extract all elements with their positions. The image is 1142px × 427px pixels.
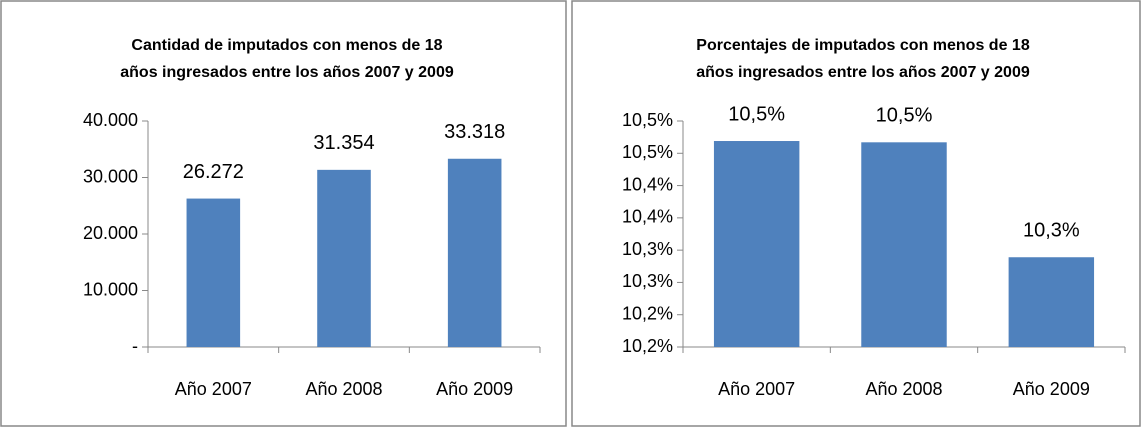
panel-right (571, 0, 1141, 427)
y-tick-label: 10,3% (622, 271, 673, 291)
data-label: 33.318 (444, 121, 505, 143)
data-label: 31.354 (313, 132, 374, 154)
y-tick-label: 10,2% (622, 336, 673, 356)
data-label: 10,5% (728, 103, 785, 125)
data-label: 26.272 (183, 161, 244, 183)
chart-title: Porcentajes de imputados con menos de 18 (696, 37, 1030, 54)
bar (317, 169, 371, 347)
x-tick-label: Año 2007 (175, 379, 252, 399)
x-tick-label: Año 2007 (718, 379, 795, 399)
y-tick-label: 10,4% (622, 174, 673, 194)
y-tick-label: 10,5% (622, 142, 673, 162)
chart-title: Cantidad de imputados con menos de 18 (131, 37, 442, 54)
chart-title: años ingresados entre los años 2007 y 20… (696, 64, 1030, 81)
x-tick-label: Año 2008 (305, 379, 382, 399)
y-tick-label: 10,3% (622, 239, 673, 259)
chart-title: años ingresados entre los años 2007 y 20… (120, 64, 454, 81)
y-tick-label: 40.000 (83, 110, 138, 130)
y-tick-label: 30.000 (83, 166, 138, 186)
data-label: 10,3% (1023, 220, 1080, 242)
bar (1008, 257, 1095, 347)
y-tick-label: 10,5% (622, 110, 673, 130)
bar (713, 141, 800, 347)
y-tick-label: 10.000 (83, 279, 138, 299)
x-tick-label: Año 2008 (865, 379, 942, 399)
y-tick-label: 10,2% (622, 303, 673, 323)
bar (447, 158, 502, 347)
x-tick-label: Año 2009 (1013, 379, 1090, 399)
x-tick-label: Año 2009 (436, 379, 513, 399)
bar (186, 198, 241, 347)
data-label: 10,5% (876, 105, 933, 127)
bar (861, 142, 947, 347)
y-tick-label: 10,4% (622, 207, 673, 227)
y-tick-label: 20.000 (83, 223, 138, 243)
y-tick-label: - (132, 336, 138, 356)
